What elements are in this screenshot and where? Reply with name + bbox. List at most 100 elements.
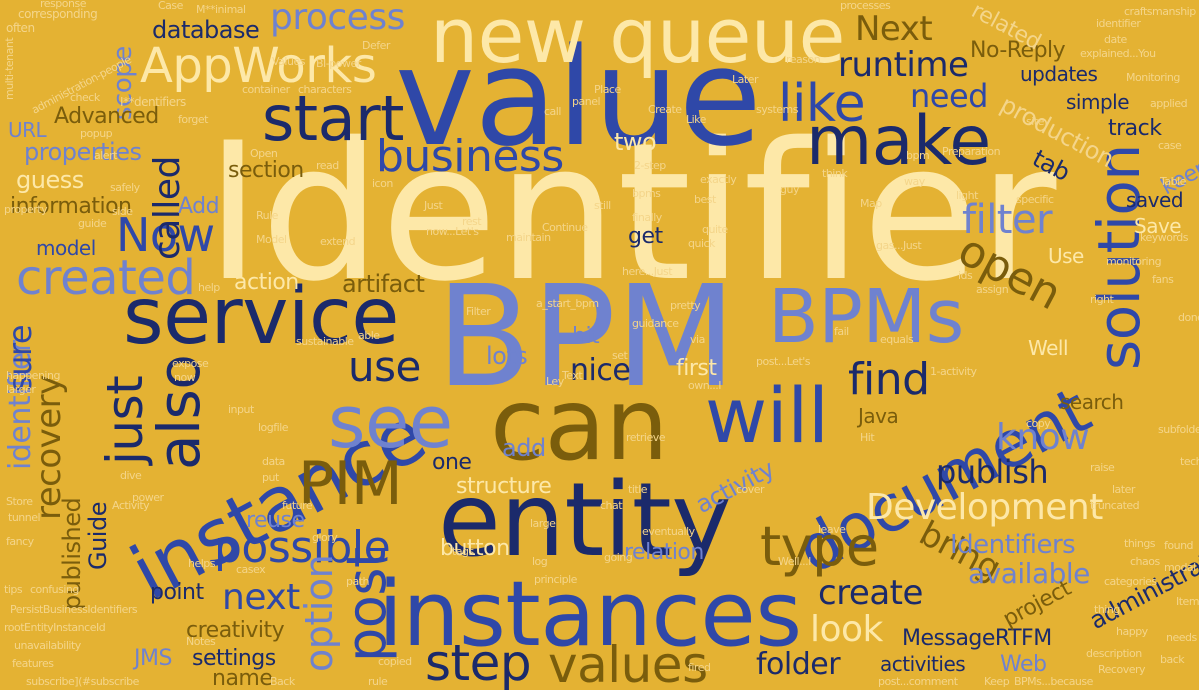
word-two: two bbox=[614, 128, 657, 156]
word-categories: categories bbox=[1104, 575, 1157, 588]
word-lots: lots bbox=[486, 342, 528, 370]
word-site: site bbox=[1026, 115, 1044, 128]
word-explained: explained...You bbox=[1080, 47, 1156, 60]
word-casex: casex bbox=[236, 563, 266, 576]
word-two-step: 2-step bbox=[634, 159, 666, 172]
word-properties: properties bbox=[24, 138, 142, 166]
word-type: type bbox=[760, 515, 879, 578]
word-well: Well bbox=[1028, 336, 1069, 360]
word-equals: equals bbox=[880, 333, 914, 346]
word-values-small: Values bbox=[272, 55, 305, 68]
word-post-lets: post...Let's bbox=[756, 355, 811, 368]
word-next-cap: Next bbox=[855, 9, 933, 49]
word-saved: saved bbox=[1126, 188, 1184, 212]
word-find: find bbox=[848, 354, 930, 405]
word-tunnel: tunnel bbox=[8, 511, 41, 524]
word-search: search bbox=[1060, 390, 1124, 414]
word-back: back bbox=[1160, 653, 1185, 666]
word-advanced: Advanced bbox=[54, 104, 159, 129]
word-preparation: Preparation bbox=[942, 145, 1001, 158]
word-can: can bbox=[490, 366, 669, 483]
word-expose: expose bbox=[172, 357, 209, 370]
word-minimal: M**inimal bbox=[196, 3, 246, 16]
word-help: help bbox=[198, 281, 220, 294]
word-pretty: pretty bbox=[670, 299, 701, 312]
word-save: Save bbox=[1134, 214, 1182, 238]
word-chat: chat bbox=[600, 499, 623, 512]
word-post: post bbox=[335, 547, 398, 662]
word-database: database bbox=[152, 16, 260, 44]
word-identifier-small: identifier bbox=[1096, 17, 1141, 30]
word-place: Place bbox=[594, 83, 621, 96]
word-option: option bbox=[297, 554, 341, 672]
word-often: often bbox=[6, 21, 35, 35]
word-forget: forget bbox=[178, 113, 209, 126]
word-alert: alert bbox=[94, 149, 117, 162]
word-just: just bbox=[96, 375, 154, 465]
word-nice: nice bbox=[570, 353, 631, 388]
word-going: going bbox=[604, 551, 633, 564]
word-subscribe: subscribe](#subscribe bbox=[26, 675, 139, 688]
word-url: URL bbox=[8, 118, 47, 142]
word-just-cap: Just bbox=[424, 199, 443, 212]
word-applied: applied bbox=[1150, 97, 1188, 110]
word-ley: Ley bbox=[546, 375, 564, 388]
word-raise: raise bbox=[1090, 461, 1115, 474]
word-activity-cap: Activity bbox=[112, 499, 150, 512]
word-fancy: fancy bbox=[6, 535, 34, 548]
word-finally: finally bbox=[632, 211, 662, 224]
word-make: make bbox=[806, 102, 991, 181]
word-use: use bbox=[348, 342, 421, 391]
word-settings: settings bbox=[192, 646, 276, 671]
word-like-cap: Like bbox=[686, 113, 706, 126]
word-values: values bbox=[548, 636, 708, 690]
word-see: see bbox=[328, 380, 453, 464]
word-tips: tips bbox=[4, 583, 23, 596]
word-creativity: creativity bbox=[186, 618, 285, 643]
word-publish: publish bbox=[936, 453, 1049, 491]
word-well-ellipsis: Well...I bbox=[778, 555, 811, 568]
word-response: response bbox=[40, 0, 86, 10]
word-rootentity: rootEntityInstanceId bbox=[4, 621, 106, 634]
word-title: title bbox=[628, 483, 648, 496]
word-case-cap: Case bbox=[158, 0, 183, 12]
word-open-cap: Open bbox=[250, 147, 278, 160]
word-identifiers: Identifiers bbox=[950, 530, 1076, 560]
word-guess: guess bbox=[16, 166, 84, 194]
word-sustainable: sustainable bbox=[296, 335, 354, 348]
word-extend: extend bbox=[320, 235, 356, 248]
word-multi-tenant: multi-tenant bbox=[3, 37, 16, 100]
word-available: available bbox=[968, 557, 1090, 590]
word-one: one bbox=[432, 450, 472, 475]
word-confusing: confusing bbox=[30, 583, 79, 596]
word-messagertfm: MessageRTFM bbox=[902, 626, 1052, 651]
word-filter: filter bbox=[962, 197, 1053, 243]
word-craftsmanship: craftsmanship bbox=[1124, 5, 1196, 18]
word-reason: reason bbox=[786, 53, 821, 66]
word-web: Web bbox=[1000, 652, 1047, 677]
word-monitoring-small: monitoring bbox=[1106, 255, 1162, 268]
word-back-cap: Back bbox=[270, 675, 295, 688]
word-bpm-small: bpm bbox=[906, 149, 930, 162]
word-truncated: truncated bbox=[1090, 499, 1140, 512]
word-check: check bbox=[70, 91, 100, 104]
word-step: step bbox=[425, 634, 532, 690]
word-bpms: BPMs bbox=[768, 274, 964, 360]
word-description: description bbox=[1086, 647, 1142, 660]
word-copy: copy bbox=[1026, 417, 1051, 430]
word-helps: helps bbox=[188, 557, 216, 570]
word-look: look bbox=[810, 609, 883, 650]
word-via: via bbox=[690, 333, 705, 346]
word-processes: processes bbox=[840, 0, 891, 12]
word-power: power bbox=[132, 491, 164, 504]
word-filter-small: Filter bbox=[466, 305, 491, 318]
word-side: side bbox=[112, 205, 133, 218]
word-best: best bbox=[694, 193, 716, 206]
word-entity: entity bbox=[438, 461, 732, 580]
word-property: property bbox=[4, 203, 48, 216]
word-set: set bbox=[612, 349, 628, 362]
word-process: process bbox=[270, 0, 405, 38]
word-things: things bbox=[1124, 537, 1156, 550]
